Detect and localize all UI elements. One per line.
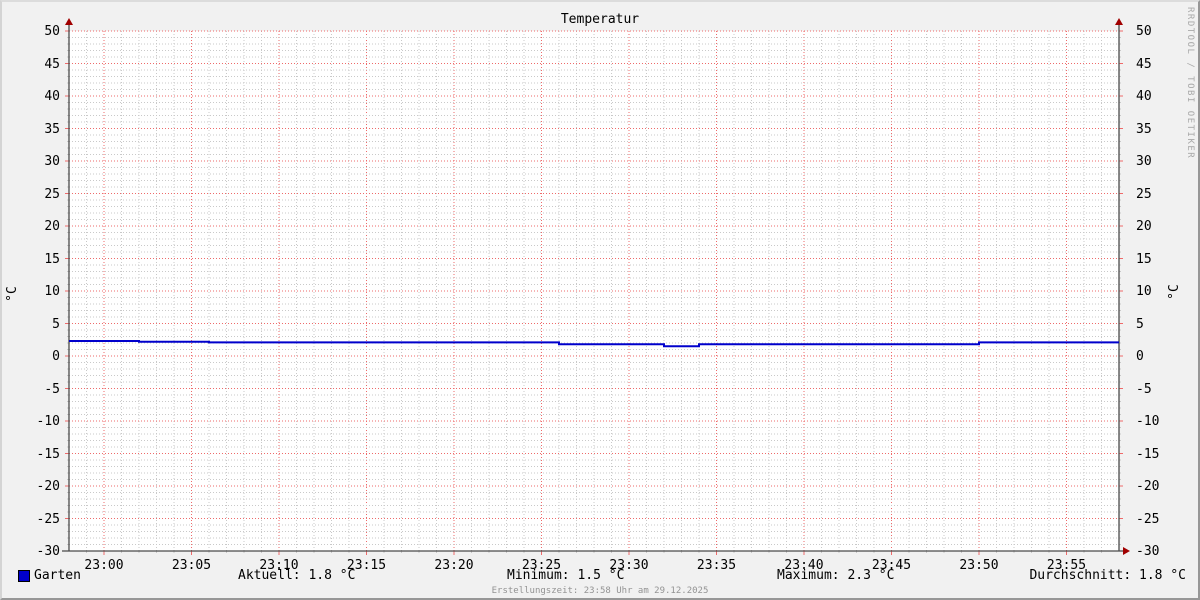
y-tick-label-left: 20 [44, 219, 60, 234]
y-tick-label-right: 0 [1136, 349, 1144, 364]
y-tick-label-right: 50 [1136, 24, 1152, 39]
y-tick-label-left: 45 [44, 56, 60, 72]
stat-minimum: Minimum: 1.5 °C [507, 568, 625, 583]
legend-series-label: Garten [34, 568, 81, 583]
y-tick-label-left: -25 [36, 511, 60, 527]
x-tick-label: 23:20 [434, 558, 474, 573]
y-tick-label-left: -5 [44, 381, 60, 397]
y-tick-label-left: 40 [44, 89, 60, 104]
y-tick-label-right: 35 [1136, 121, 1152, 137]
stat-aktuell: Aktuell: 1.8 °C [238, 568, 356, 583]
series-color-swatch [18, 570, 30, 582]
y-tick-label-left: -20 [36, 479, 60, 494]
y-tick-label-right: -30 [1136, 544, 1160, 559]
y-tick-label-right: 25 [1136, 186, 1152, 202]
y-tick-label-left: 35 [44, 121, 60, 137]
x-tick-label: 23:55 [1046, 558, 1087, 573]
y-tick-label-right: -25 [1136, 511, 1160, 527]
y-tick-label-right: -15 [1136, 446, 1160, 462]
x-tick-label: 23:40 [784, 558, 824, 573]
x-tick-label: 23:35 [696, 558, 737, 573]
x-tick-label: 23:05 [171, 558, 212, 573]
creation-timestamp: Erstellungszeit: 23:58 Uhr am 29.12.2025 [491, 586, 709, 596]
y-tick-label-left: 15 [44, 251, 60, 267]
y-tick-label-left: 25 [44, 186, 60, 202]
x-tick-label: 23:45 [871, 558, 912, 573]
x-tick-label: 23:25 [521, 558, 562, 573]
y-tick-label-right: -10 [1136, 414, 1160, 429]
y-tick-label-right: 5 [1136, 316, 1144, 332]
y-tick-label-right: -5 [1136, 381, 1152, 397]
x-tick-label: 23:10 [259, 558, 299, 573]
y-tick-label-right: 15 [1136, 251, 1152, 267]
chart-title: Temperatur [560, 12, 640, 27]
x-tick-label: 23:30 [609, 558, 649, 573]
y-tick-label-right: 20 [1136, 219, 1152, 234]
x-tick-label: 23:50 [959, 558, 999, 573]
y-tick-label-left: -30 [36, 544, 60, 559]
x-tick-label: 23:15 [346, 558, 387, 573]
y-tick-label-left: -10 [36, 414, 60, 429]
y-axis-unit-right: °C [1167, 284, 1182, 300]
y-tick-label-right: -20 [1136, 479, 1160, 494]
y-tick-label-left: 50 [44, 24, 60, 39]
stat-maximum: Maximum: 2.3 °C [777, 568, 895, 583]
y-tick-label-left: 30 [44, 154, 60, 169]
y-tick-label-right: 30 [1136, 154, 1152, 169]
y-tick-label-left: -15 [36, 446, 60, 462]
stat-durchschnitt: Durchschnitt: 1.8 °C [1029, 568, 1186, 583]
y-tick-label-left: 0 [52, 349, 60, 364]
y-tick-label-left: 10 [44, 284, 60, 299]
y-tick-label-right: 10 [1136, 284, 1152, 299]
x-tick-label: 23:00 [84, 558, 124, 573]
y-tick-label-right: 45 [1136, 56, 1152, 72]
y-tick-label-left: 5 [52, 316, 60, 332]
rrdtool-watermark: RRDTOOL / TOBI OETIKER [1185, 7, 1195, 160]
y-tick-label-right: 40 [1136, 89, 1152, 104]
series-line-garten [69, 340, 1119, 348]
